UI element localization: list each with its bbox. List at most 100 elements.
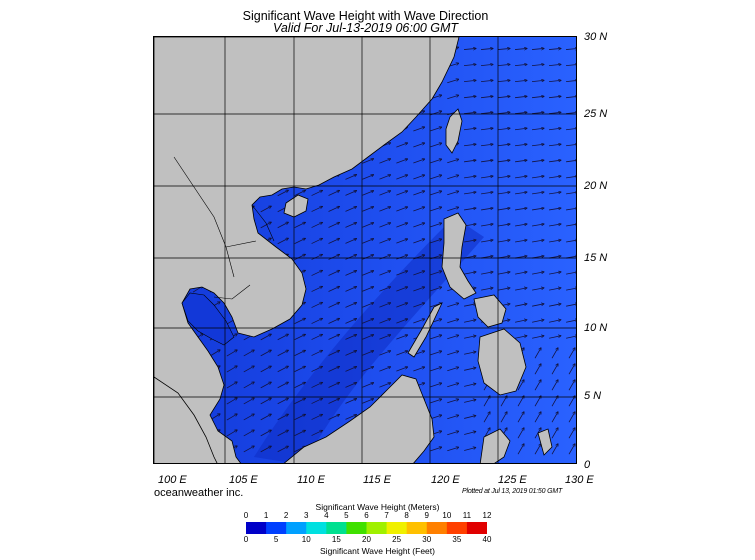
wave-arrow [500,412,507,423]
plotted-timestamp: Plotted at Jul 13, 2019 01:50 GMT [462,488,563,495]
wave-arrow [565,64,576,65]
wave-arrow [551,444,558,455]
wave-arrow [430,143,441,148]
wave-arrow [345,319,356,324]
wave-arrow [565,80,576,81]
wave-arrow [345,255,356,260]
wave-arrow [311,286,323,292]
wave-arrow [294,318,306,325]
wave-arrow [362,287,373,292]
wave-arrow [396,255,407,260]
wave-arrow [430,415,441,420]
wave-arrow [243,414,254,421]
wave-arrow [430,271,441,276]
wave-arrow [328,351,340,356]
wave-arrow [531,144,544,147]
wave-arrow [566,336,576,339]
wave-arrow [447,399,458,404]
wave-arrow [568,412,575,423]
colorbar-swatch [286,522,307,534]
wave-arrow [464,352,476,355]
feet-tick-label: 15 [331,535,341,544]
wave-arrow [260,446,272,453]
wave-arrow [447,447,458,452]
land-palawan [407,302,443,358]
wave-arrow [548,144,561,147]
wave-arrow [413,287,424,292]
wave-arrow [483,396,490,407]
wave-arrow [362,239,373,244]
wave-arrow [551,412,558,423]
wave-arrow [430,287,441,292]
wave-arrow [532,192,544,195]
wave-arrow [497,144,510,147]
wave-arrow [517,380,524,391]
wave-arrow [243,398,254,405]
wave-arrow [311,350,323,356]
wave-arrow [277,382,289,389]
wave-arrow [549,288,561,291]
wave-arrow [568,428,575,439]
wave-arrow [497,48,510,49]
wave-arrow [464,192,476,195]
wave-arrow [311,238,323,244]
wave-arrow [447,335,458,340]
wave-arrow [565,128,576,129]
wave-arrow [463,64,476,65]
wave-arrow [531,64,544,65]
wave-arrow [430,239,441,244]
wave-arrow [277,238,289,245]
wave-arrow [447,159,458,164]
lon-label-120e: 120 E [431,474,460,486]
wave-arrow [413,319,424,324]
wave-arrow [566,192,576,195]
wave-arrow [311,222,323,228]
wave-arrow [294,366,306,373]
wave-arrow [497,112,510,113]
wave-arrow [345,383,356,388]
wave-arrow [498,288,510,291]
wave-arrow [534,444,541,455]
wave-arrow [311,206,323,212]
wave-arrow [498,192,510,195]
lat-label-5n: 5 N [584,390,602,402]
colorbar-swatch [326,522,347,534]
wave-arrow [413,127,424,132]
wave-arrow [481,160,493,163]
wave-arrow [328,191,340,196]
wave-arrow [260,366,272,373]
wave-arrow [243,430,254,437]
wave-arrow [549,240,561,243]
wave-arrow [345,207,356,212]
wave-arrow [362,159,373,164]
wave-arrow [396,319,407,324]
wave-arrow [480,48,493,49]
wave-arrow [328,399,340,404]
wave-arrow [566,224,576,227]
wave-arrow [534,396,541,407]
wave-arrow [464,432,476,435]
wave-arrow [226,382,237,389]
wave-arrow [514,128,527,129]
wave-arrow [565,144,576,147]
wave-arrow [294,334,306,341]
colorbar-swatch [466,522,487,534]
wave-arrow [226,350,237,357]
wave-arrow [328,415,340,420]
wave-arrow [481,176,493,179]
wave-arrow [413,271,424,276]
wave-arrow [362,335,373,340]
wave-arrow [514,48,527,49]
wave-arrow [379,223,390,228]
wave-arrow [531,96,544,97]
country-borders [173,156,275,300]
wave-arrow [396,335,407,340]
meter-tick-label: 12 [482,511,492,520]
wave-arrow [328,239,340,244]
wave-arrow [396,159,407,164]
wave-arrow [515,304,527,307]
wave-arrow [277,446,289,453]
land-hainan [283,194,309,218]
wave-arrow [328,335,340,340]
wave-arrow [464,336,476,339]
